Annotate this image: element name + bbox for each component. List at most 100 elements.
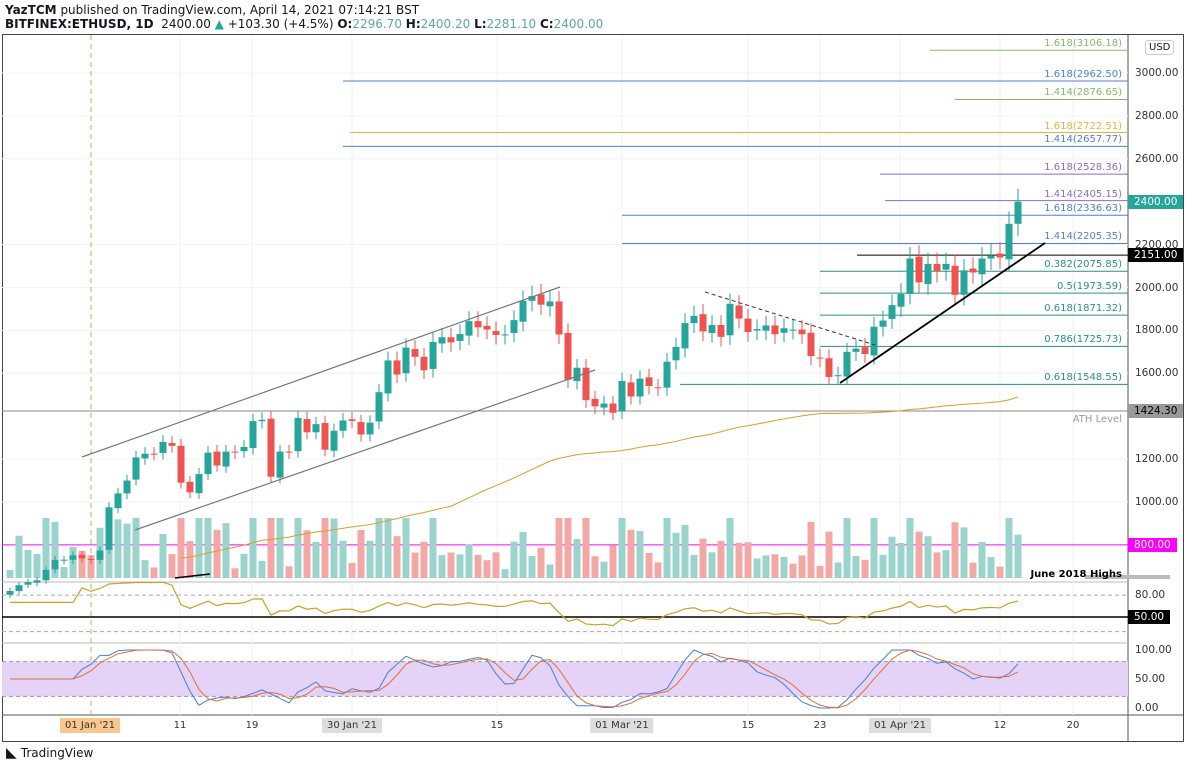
candle-body (123, 480, 131, 494)
candle-body (51, 559, 59, 570)
volume-bar (420, 541, 428, 578)
candle-body (852, 348, 860, 352)
volume-bar (258, 560, 266, 578)
candle-body (195, 474, 203, 494)
volume-bar (114, 519, 122, 578)
candle-body (960, 270, 968, 295)
volume-bar (285, 566, 293, 578)
candle-body (258, 419, 266, 422)
volume-bar (699, 538, 707, 578)
candle-body (780, 328, 788, 333)
candle-body (303, 419, 311, 433)
volume-bar (474, 554, 482, 578)
candle-body (672, 346, 680, 361)
candle-body (843, 351, 851, 377)
candle-body (249, 421, 257, 448)
volume-bar (762, 555, 770, 578)
candle-body (663, 361, 671, 388)
candle-body (933, 263, 941, 272)
candle-body (240, 446, 248, 452)
candle-body (87, 559, 95, 561)
chart-frame[interactable] (2, 34, 1184, 742)
candle-body (294, 417, 302, 452)
volume-bar (960, 527, 968, 578)
stoch-d-line (10, 649, 1019, 709)
fib-label: 0.618(1871.32) (1044, 303, 1122, 315)
volume-bar (933, 552, 941, 578)
volume-bar (492, 552, 500, 578)
candle-body (60, 559, 68, 561)
candle-body (969, 268, 977, 273)
volume-bar (231, 568, 239, 578)
volume-bar (33, 553, 41, 578)
low-value: 2281.10 (486, 17, 537, 31)
june-highs-tag: 800.00 (1128, 537, 1177, 552)
volume-bar (654, 562, 662, 578)
price-axis-label: 2600.00 (1135, 152, 1179, 165)
volume-bar (384, 518, 392, 578)
volume-bar (294, 518, 302, 578)
rsi-axis-label: 80.00 (1135, 589, 1166, 602)
moving-average-line (180, 396, 1019, 559)
volume-bar (366, 540, 374, 578)
tradingview-logo[interactable]: ◣ TradingView (6, 745, 93, 761)
volume-bar (186, 541, 194, 578)
candle-body (357, 422, 365, 435)
price-axis-label: 3000.00 (1135, 67, 1179, 79)
stoch-axis-label: 50.00 (1135, 673, 1166, 685)
volume-bar (780, 557, 788, 578)
candle-body (888, 305, 896, 319)
candle-body (654, 387, 662, 389)
channel-lower-line (134, 369, 596, 531)
price-axis-label: 1800.00 (1135, 324, 1179, 337)
candle-body (474, 321, 482, 328)
candle-body (285, 451, 293, 453)
candle-body (366, 422, 374, 435)
candle-body (186, 481, 194, 493)
time-axis-label: 01 Mar '21 (590, 718, 654, 733)
volume-bar (870, 518, 878, 578)
candle-body (105, 507, 113, 550)
volume-bar (627, 529, 635, 578)
volume-bar (771, 554, 779, 578)
candle-body (726, 303, 734, 336)
volume-bar (753, 558, 761, 578)
candle-body (177, 445, 185, 483)
currency-button[interactable]: USD (1145, 40, 1175, 55)
fib-label: 0.5(1973.59) (1056, 281, 1122, 293)
support-tag: 2151.00 (1128, 248, 1184, 263)
channel-upper-line (81, 286, 561, 458)
volume-bar (906, 518, 914, 578)
volume-bar (609, 545, 617, 578)
volume-bar (591, 556, 599, 578)
candle-body (222, 451, 230, 467)
symbol-info: BITFINEX:ETHUSD, 1D 2400.00 ▲ +103.30 (+… (5, 17, 603, 31)
o-label: O: (337, 17, 353, 31)
candle-body (24, 582, 32, 585)
time-axis-label: 01 Apr '21 (869, 718, 931, 733)
candle-body (465, 321, 473, 336)
c-label: C: (539, 17, 554, 31)
volume-bar (204, 518, 212, 578)
volume-bar (717, 540, 725, 578)
fib-label: 1.618(3106.18) (1044, 38, 1122, 50)
volume-bar (879, 554, 887, 578)
publish-info: YazTCM published on TradingView.com, Apr… (5, 3, 419, 17)
candle-body (510, 320, 518, 333)
candle-body (879, 320, 887, 327)
volume-bar (357, 529, 365, 578)
volume-bar (240, 553, 248, 578)
volume-bar (141, 560, 149, 578)
author[interactable]: YazTCM (5, 3, 57, 17)
volume-bar (978, 542, 986, 578)
volume-bar (1014, 534, 1022, 578)
candle-body (69, 555, 77, 560)
published-text: published on TradingView.com, April 14, … (60, 3, 420, 17)
volume-bar (834, 562, 842, 578)
candle-body (861, 347, 869, 354)
fib-label: 1.618(2962.50) (1044, 69, 1122, 81)
fib-label: 1.618(2722.51) (1044, 120, 1122, 132)
volume-bar (150, 567, 158, 578)
price-axis-label: 1000.00 (1135, 496, 1179, 508)
